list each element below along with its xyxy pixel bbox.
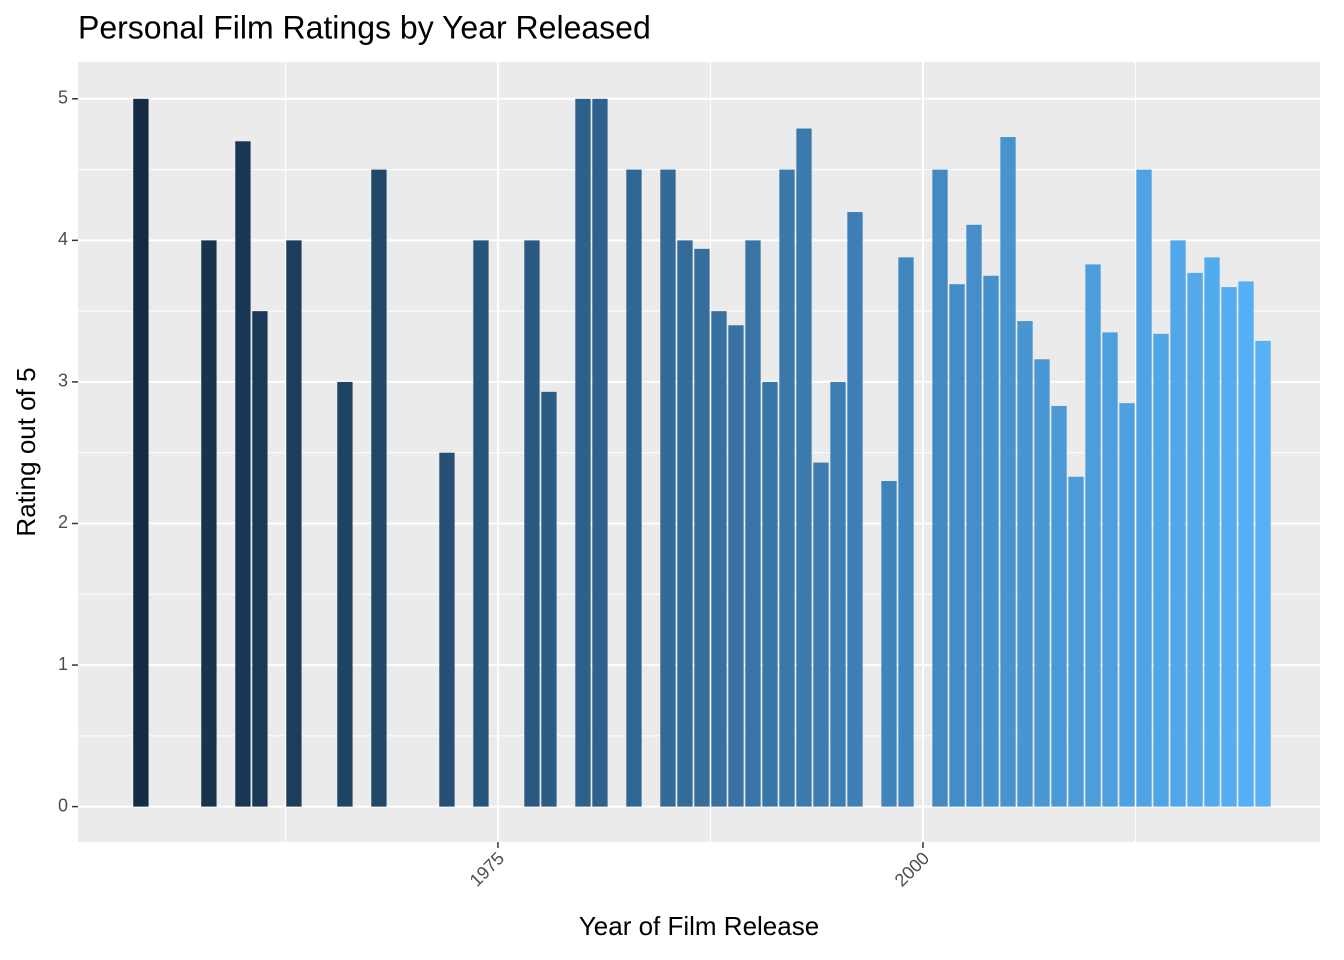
bar xyxy=(830,381,846,807)
bar xyxy=(1085,264,1101,807)
bar xyxy=(371,169,387,807)
bar xyxy=(337,381,353,807)
bar xyxy=(711,311,727,807)
bar xyxy=(1153,333,1169,807)
y-axis-label: Rating out of 5 xyxy=(11,367,41,536)
y-tick-label: 1 xyxy=(58,654,68,674)
bar xyxy=(1187,272,1203,807)
bar xyxy=(133,98,149,807)
bar xyxy=(949,284,965,807)
chart-title: Personal Film Ratings by Year Released xyxy=(78,9,651,45)
bar xyxy=(524,240,540,807)
bar xyxy=(575,98,591,807)
bar xyxy=(201,240,217,807)
bar xyxy=(762,381,778,807)
bar xyxy=(235,141,251,807)
bar xyxy=(813,462,829,807)
bar xyxy=(1068,476,1084,807)
bar xyxy=(592,98,608,807)
bar xyxy=(847,212,863,807)
bar xyxy=(541,391,557,807)
bar xyxy=(286,240,302,807)
bar xyxy=(898,257,914,807)
bar xyxy=(473,240,489,807)
bar xyxy=(932,169,948,807)
bar xyxy=(252,311,268,807)
bar xyxy=(1119,403,1135,807)
bar xyxy=(660,169,676,807)
bar xyxy=(745,240,761,807)
bar xyxy=(1034,359,1050,807)
bar xyxy=(983,275,999,807)
bar xyxy=(779,169,795,807)
y-tick-label: 4 xyxy=(58,229,68,249)
bar xyxy=(1221,287,1237,807)
bar xyxy=(881,481,897,807)
bar xyxy=(626,169,642,807)
x-tick-label: 2000 xyxy=(891,848,933,890)
y-tick-label: 2 xyxy=(58,512,68,532)
bar xyxy=(1255,340,1271,807)
y-tick-label: 5 xyxy=(58,88,68,108)
bar xyxy=(1238,281,1254,807)
bar xyxy=(1017,321,1033,807)
x-axis-label: Year of Film Release xyxy=(579,911,819,941)
bar xyxy=(677,240,693,807)
bar xyxy=(1051,405,1067,807)
bar xyxy=(1000,137,1016,807)
bar xyxy=(1204,257,1220,807)
bar xyxy=(694,248,710,807)
y-tick-label: 3 xyxy=(58,371,68,391)
bar xyxy=(1136,169,1152,807)
x-tick-label: 1975 xyxy=(466,848,508,890)
bar xyxy=(728,325,744,807)
bar xyxy=(1170,240,1186,807)
bar xyxy=(966,224,982,807)
bar xyxy=(796,128,812,807)
bar xyxy=(1102,332,1118,807)
bar xyxy=(439,452,455,807)
y-tick-label: 0 xyxy=(58,795,68,815)
